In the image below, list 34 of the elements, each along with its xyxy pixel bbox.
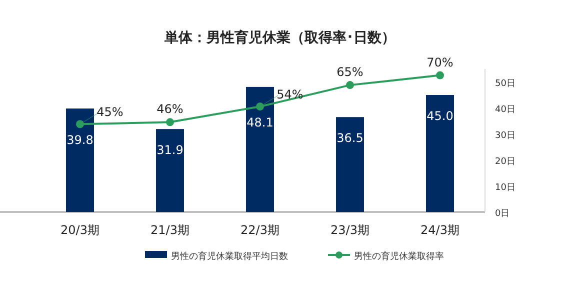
bar (66, 108, 94, 212)
y-tick-label: 40日 (495, 105, 516, 115)
y-tick-label: 10日 (495, 183, 516, 193)
x-tick-label: 22/3期 (240, 223, 280, 237)
y-tick-label: 0日 (495, 209, 510, 219)
legend-label: 男性の育児休業取得率 (354, 251, 444, 262)
bar (336, 117, 364, 212)
point (256, 102, 264, 111)
x-tick-label: 24/3期 (420, 223, 460, 237)
data-label: 45.0 (426, 109, 454, 123)
data-label: 45% (96, 105, 124, 120)
bar (156, 129, 184, 212)
legend-label: 男性の育児休業取得平均日数 (171, 251, 288, 262)
x-tick-label: 20/3期 (60, 223, 100, 237)
y-tick-label: 50日 (495, 79, 516, 89)
chart-title: 単体：男性育児休業（取得率･日数） (164, 29, 396, 46)
data-label: 65% (336, 65, 364, 80)
point (436, 71, 444, 80)
y-tick-label: 20日 (495, 157, 516, 167)
bar (246, 86, 274, 212)
point (346, 81, 354, 90)
point (166, 118, 174, 126)
data-label: 36.5 (336, 131, 364, 146)
data-label: 48.1 (246, 116, 274, 130)
data-label: 31.9 (156, 143, 184, 158)
data-label: 46% (156, 102, 184, 116)
data-label: 39.8 (66, 133, 94, 148)
x-tick-label: 21/3期 (150, 223, 190, 237)
data-label: 54% (276, 88, 304, 102)
point (76, 120, 84, 128)
y-tick-label: 30日 (495, 131, 516, 141)
data-label: 70% (426, 55, 454, 70)
bar (426, 95, 454, 212)
x-tick-label: 23/3期 (330, 223, 370, 237)
